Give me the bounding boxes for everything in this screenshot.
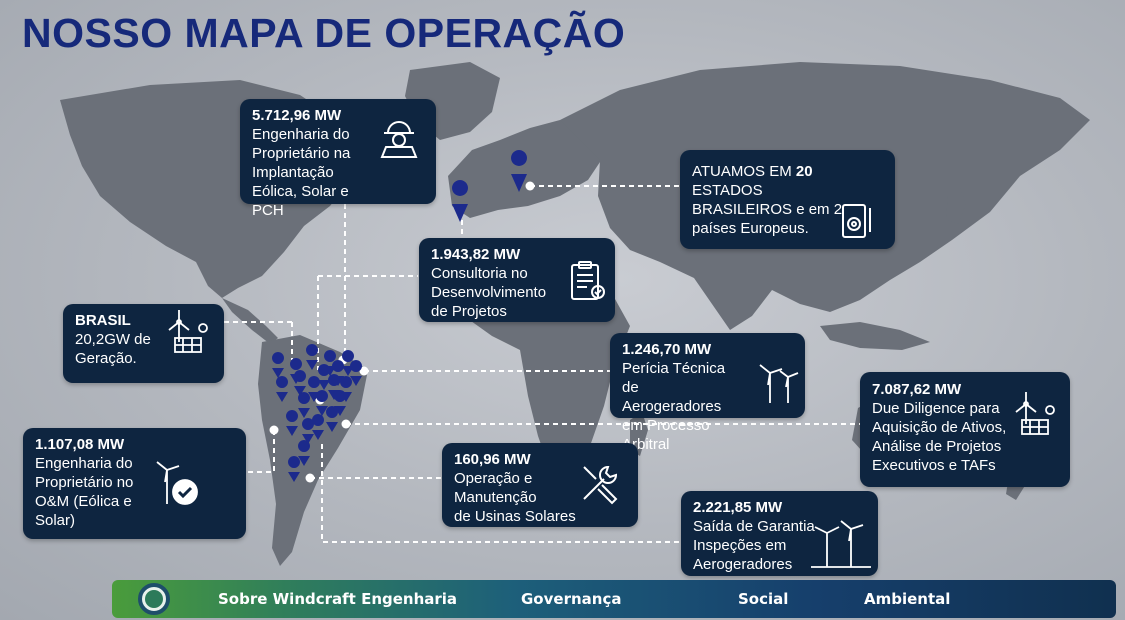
wind-solar-icon xyxy=(168,310,208,353)
turbine-check-icon xyxy=(156,461,198,505)
card-desc: Saída de Garantia Inspeções em Aerogerad… xyxy=(693,518,815,573)
card-states: ATUAMOS EM 20 ESTADOS BRASILEIROS e em 2… xyxy=(680,150,895,249)
bottom-nav-bar: Sobre Windcraft Engenharia Governança So… xyxy=(112,580,1116,618)
nav-item-about[interactable]: Sobre Windcraft Engenharia xyxy=(218,590,458,608)
map-pin-icon xyxy=(276,376,289,402)
card-mw: 1.107,08 MW xyxy=(35,436,125,453)
card-consulting: 1.943,82 MW Consultoria no Desenvolvimen… xyxy=(419,238,615,322)
card-mw: 1.943,82 MW xyxy=(431,246,521,263)
card-warranty: 2.221,85 MW Saída de Garantia Inspeções … xyxy=(681,491,878,576)
map-pin-icon xyxy=(350,360,363,386)
company-logo[interactable] xyxy=(138,583,170,615)
engineer-icon xyxy=(380,121,418,158)
card-mw: 160,96 MW xyxy=(454,451,531,468)
states-count: 20 xyxy=(795,163,813,180)
brazil-pins xyxy=(272,344,363,482)
page-title: NOSSO MAPA DE OPERAÇÃO xyxy=(22,10,626,56)
card-mw: 1.246,70 MW xyxy=(622,341,712,358)
map-pin-icon xyxy=(318,364,331,390)
map-pin-icon xyxy=(302,418,315,444)
card-owner-om: 1.107,08 MW Engenharia do Proprietário n… xyxy=(23,428,246,539)
states-prefix: ATUAMOS EM xyxy=(692,163,796,180)
map-pin-icon xyxy=(272,352,285,378)
card-mw: 5.712,96 MW xyxy=(252,107,342,124)
map-pin-icon xyxy=(342,350,355,376)
card-mw: 7.087,62 MW xyxy=(872,381,962,398)
connector-lines xyxy=(224,185,860,543)
card-desc: ATUAMOS EM 20 ESTADOS BRASILEIROS e em 2… xyxy=(692,162,883,238)
wind-solar-icon xyxy=(1015,392,1055,435)
nav-item-governance[interactable]: Governança xyxy=(521,590,622,608)
card-desc: Engenharia do Proprietário na Implantaçã… xyxy=(252,126,351,219)
card-desc: 20,2GW de Geração. xyxy=(75,331,151,367)
card-pericia: 1.246,70 MW Perícia Técnica de Aerogerad… xyxy=(610,333,805,453)
nav-item-environmental[interactable]: Ambiental xyxy=(864,590,951,608)
clipboard-icon xyxy=(571,261,605,300)
wind-turbines-icon xyxy=(811,520,871,568)
nav-item-social[interactable]: Social xyxy=(738,590,789,608)
map-pin-icon xyxy=(286,410,299,436)
map-pin-icon xyxy=(316,390,329,416)
tools-icon xyxy=(583,465,618,505)
card-desc: Engenharia do Proprietário no O&M (Eólic… xyxy=(35,455,134,529)
map-pin-icon xyxy=(326,406,339,432)
card-desc: Operação e Manutenção de Usinas Solares xyxy=(454,470,576,525)
card-mw: BRASIL xyxy=(75,312,131,329)
card-mw: 2.221,85 MW xyxy=(693,499,783,516)
pin-portugal xyxy=(452,180,469,222)
document-gear-icon xyxy=(842,204,871,238)
map-pin-icon xyxy=(298,392,311,418)
location-pins xyxy=(452,150,528,222)
pin-italy xyxy=(511,150,528,192)
map-pin-icon xyxy=(288,456,301,482)
map-pin-icon xyxy=(306,344,319,370)
card-om: 160,96 MW Operação e Manutenção de Usina… xyxy=(442,443,638,527)
map-pin-icon xyxy=(298,440,311,466)
states-suffix: ESTADOS BRASILEIROS e em 2 países Europe… xyxy=(692,182,843,237)
card-due-diligence: 7.087,62 MW Due Diligence para Aquisição… xyxy=(860,372,1070,487)
wind-turbines-icon xyxy=(759,364,799,403)
card-brasil: BRASIL 20,2GW de Geração. xyxy=(63,304,224,383)
map-pin-icon xyxy=(312,414,325,440)
card-desc: Due Diligence para Aquisição de Ativos, … xyxy=(872,400,1007,474)
card-desc: Perícia Técnica de Aerogeradores em Proc… xyxy=(622,360,726,453)
card-owner-implantation: 5.712,96 MW Engenharia do Proprietário n… xyxy=(240,99,436,219)
card-desc: Consultoria no Desenvolvimento de Projet… xyxy=(431,265,547,320)
map-pin-icon xyxy=(294,370,307,396)
